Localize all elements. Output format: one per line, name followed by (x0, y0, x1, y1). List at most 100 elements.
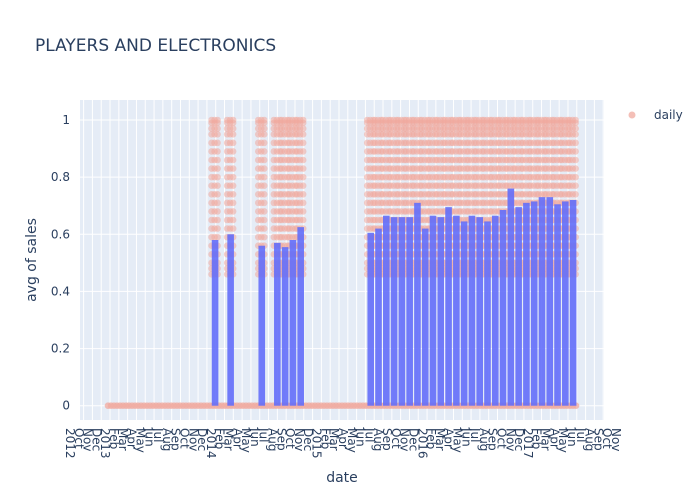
bar (227, 234, 234, 406)
bar (297, 227, 304, 406)
daily-point (214, 208, 221, 215)
daily-point (214, 190, 221, 198)
x-tick-label: Oct (495, 428, 509, 449)
daily-point (229, 173, 237, 181)
daily-point (214, 116, 221, 124)
daily-point (229, 225, 237, 232)
x-tick-label: Apr (547, 428, 561, 449)
x-tick-label: Jun (354, 427, 368, 447)
bar (437, 217, 445, 406)
bar (274, 242, 281, 406)
x-tick-label: Aug (583, 428, 597, 451)
x-tick-label: Apr (125, 428, 139, 449)
x-tick-label: 2012 (63, 428, 77, 459)
x-tick-label: Mar (327, 428, 341, 451)
daily-point (229, 148, 237, 155)
daily-point (260, 116, 268, 124)
daily-point (214, 156, 221, 164)
x-tick-label: Feb (213, 428, 227, 449)
bar (546, 197, 554, 406)
bar (499, 210, 507, 406)
x-tick-label: Jun (459, 427, 473, 447)
x-tick-label: Sep (380, 428, 394, 451)
x-tick-label: Jul (257, 427, 271, 442)
bar (530, 201, 538, 406)
daily-point (229, 116, 237, 124)
x-tick-label: Aug (477, 428, 491, 451)
bar (453, 215, 460, 406)
legend[interactable]: daily (628, 108, 683, 122)
bar (554, 204, 561, 406)
x-tick-label: Dec (512, 428, 526, 451)
x-tick-label: Sep (591, 428, 605, 451)
x-tick-label: Dec (301, 428, 315, 451)
x-tick-label: Feb (424, 428, 438, 449)
x-tick-label: Mar (116, 428, 130, 451)
x-tick-label: May (133, 428, 147, 453)
bar (390, 217, 398, 406)
daily-point (214, 233, 221, 241)
x-tick-label: 2013 (98, 428, 112, 459)
chart-title: PLAYERS AND ELECTRONICS (35, 36, 276, 56)
daily-point (229, 165, 237, 172)
x-tick-label: Jul (151, 427, 165, 442)
daily-point (299, 125, 307, 132)
x-tick-label: Nov (398, 428, 412, 451)
daily-point (260, 156, 268, 164)
x-tick-label: May (345, 428, 359, 453)
x-tick-label: Aug (160, 428, 174, 451)
daily-point (299, 173, 307, 181)
y-tick-label: 0.4 (51, 284, 70, 298)
bar (538, 197, 546, 406)
daily-point (299, 208, 307, 215)
bar (421, 228, 429, 406)
daily-point (299, 190, 307, 198)
bar (484, 221, 491, 406)
bar (468, 215, 476, 406)
bar (406, 217, 413, 406)
x-tick-label: Jun (142, 427, 156, 447)
bar (476, 217, 484, 406)
daily-point (572, 165, 579, 172)
daily-point (260, 190, 268, 198)
daily-point (572, 125, 579, 132)
bar (445, 207, 452, 406)
x-tick-label: Oct (72, 428, 86, 449)
legend-daily-label: daily (654, 108, 683, 122)
daily-point (214, 125, 221, 132)
x-tick-label: Sep (486, 428, 500, 451)
daily-point (229, 139, 237, 147)
x-tick-label: Jul (574, 427, 588, 442)
x-tick-label: Feb (530, 428, 544, 449)
daily-point (299, 216, 307, 224)
x-tick-label: Apr (230, 428, 244, 449)
x-tick-label: Oct (177, 428, 191, 449)
x-tick-label: 2017 (521, 428, 535, 459)
bar (375, 228, 382, 406)
x-tick-label: Dec (89, 428, 103, 451)
y-tick-label: 0.8 (51, 170, 70, 184)
x-tick-label: Mar (222, 428, 236, 451)
bar (515, 207, 522, 406)
daily-point (229, 156, 237, 164)
daily-point (572, 173, 579, 181)
daily-point (229, 130, 237, 138)
bar (289, 240, 297, 406)
daily-point (260, 199, 268, 207)
y-tick-label: 0.6 (51, 227, 70, 241)
x-tick-label: Aug (266, 428, 280, 451)
x-tick-label: Nov (503, 428, 517, 451)
x-tick-label: Oct (389, 428, 403, 449)
daily-point (260, 208, 268, 215)
y-tick-label: 1 (62, 113, 70, 127)
y-tick-labels: 0 0.2 0.4 0.6 0.8 1 (51, 113, 70, 413)
daily-point (572, 156, 579, 164)
daily-point (299, 199, 307, 207)
x-tick-label: Aug (371, 428, 385, 451)
daily-point (229, 199, 237, 207)
daily-point (229, 125, 237, 132)
x-axis-title: date (326, 470, 358, 486)
daily-point (572, 190, 579, 198)
daily-point (214, 130, 221, 138)
x-tick-label: 2015 (310, 428, 324, 459)
